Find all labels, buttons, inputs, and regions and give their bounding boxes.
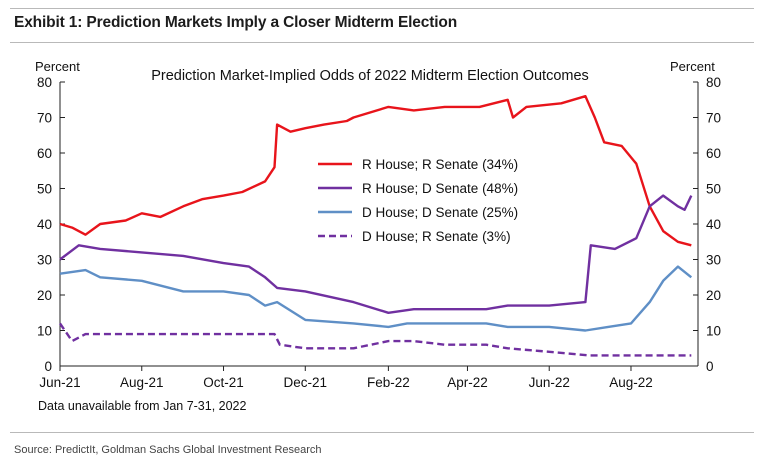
legend-label-3: D House; D Senate (25%) xyxy=(362,205,518,220)
y-tick-label: 0 xyxy=(44,359,52,374)
series-lines xyxy=(59,95,693,357)
y-tick-label: 40 xyxy=(37,217,52,232)
title-rule xyxy=(10,42,754,43)
y-tick-label: 10 xyxy=(37,324,52,339)
y-tick-label: 20 xyxy=(37,288,52,303)
x-tick-label: Aug-22 xyxy=(609,375,653,390)
y-tick-label: 30 xyxy=(37,253,52,268)
y-tick-label-right: 60 xyxy=(706,146,721,161)
legend-label-1: R House; R Senate (34%) xyxy=(362,157,518,172)
y-tick-label-right: 50 xyxy=(706,182,721,197)
top-rule xyxy=(10,8,754,9)
legend-label-2: R House; D Senate (48%) xyxy=(362,181,518,196)
data-note: Data unavailable from Jan 7-31, 2022 xyxy=(38,399,247,413)
exhibit-title: Exhibit 1: Prediction Markets Imply a Cl… xyxy=(14,14,458,31)
y-tick-label-right: 70 xyxy=(706,111,721,126)
y-tick-label-right: 80 xyxy=(706,75,721,90)
chart-title: Prediction Market-Implied Odds of 2022 M… xyxy=(151,68,589,84)
y-tick-label: 80 xyxy=(37,75,52,90)
y-tick-label-right: 40 xyxy=(706,217,721,232)
x-tick-label: Dec-21 xyxy=(284,375,328,390)
ticks: 0 0 10 10 20 20 30 30 40 40 50 50 60 60 70 70 80 80 Jun-21… xyxy=(37,75,721,390)
series-line-4 xyxy=(59,322,692,357)
axes xyxy=(59,82,699,367)
legend: R House; R Senate (34%) R House; D Senate… xyxy=(318,157,518,244)
bottom-rule xyxy=(10,432,754,433)
y-tick-label: 70 xyxy=(37,111,52,126)
y-tick-label-right: 0 xyxy=(706,359,714,374)
x-tick-label: Jun-21 xyxy=(39,375,80,390)
series-line-3 xyxy=(59,265,693,332)
x-tick-label: Apr-22 xyxy=(447,375,488,390)
y-axis-label-left: Percent xyxy=(35,59,80,74)
x-tick-label: Oct-21 xyxy=(203,375,244,390)
source-note: Source: PredictIt, Goldman Sachs Global … xyxy=(14,444,322,456)
legend-label-4: D House; R Senate (3%) xyxy=(362,229,511,244)
series-line-2 xyxy=(59,194,693,314)
y-tick-label-right: 10 xyxy=(706,324,721,339)
y-tick-label: 50 xyxy=(37,182,52,197)
y-tick-label-right: 20 xyxy=(706,288,721,303)
x-tick-label: Aug-21 xyxy=(120,375,164,390)
y-tick-label-right: 30 xyxy=(706,253,721,268)
series-line-1 xyxy=(59,95,692,247)
y-axis-label-right: Percent xyxy=(670,59,715,74)
x-tick-label: Feb-22 xyxy=(367,375,410,390)
y-tick-label: 60 xyxy=(37,146,52,161)
x-tick-label: Jun-22 xyxy=(529,375,570,390)
